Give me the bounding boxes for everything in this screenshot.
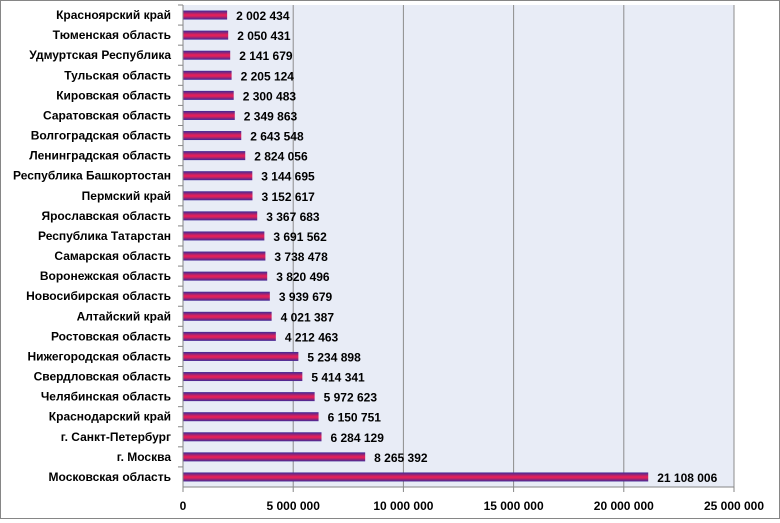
bar [183,432,322,442]
bar [183,331,276,341]
bar [183,50,231,60]
bar [183,30,229,40]
bar [183,311,272,321]
category-label: Тульская область [64,68,171,82]
data-label: 21 108 006 [657,471,717,485]
data-label: 2 349 863 [244,109,298,123]
category-label: Новосибирская область [26,289,171,303]
bar [183,231,265,241]
category-label: г. Санкт-Петербург [61,430,171,444]
bar [183,392,315,402]
bar [183,452,366,462]
data-label: 3 738 478 [274,250,328,264]
data-label: 5 414 341 [311,371,365,385]
data-label: 2 141 679 [239,49,293,63]
category-axis [178,4,184,492]
category-label: Волгоградская область [31,129,171,143]
data-label: 8 265 392 [374,451,428,465]
x-tick-label: 20 000 000 [594,499,654,513]
data-label: 5 972 623 [324,391,378,405]
category-label: Свердловская область [34,370,171,384]
data-label: 4 021 387 [281,310,335,324]
category-label: Тюменская область [53,28,171,42]
bar [183,251,266,261]
category-label: Воронежская область [40,269,171,283]
category-label: Саратовская область [43,108,171,122]
category-label: Нижегородская область [27,349,171,363]
data-label: 3 691 562 [273,230,327,244]
bar [183,271,268,281]
category-label: Самарская область [54,249,171,263]
bar [183,10,228,20]
bar [183,191,253,201]
x-tick-label: 15 000 000 [484,499,544,513]
category-label: Челябинская область [41,390,171,404]
category-label: Пермский край [82,189,171,203]
x-tick-label: 0 [180,499,187,513]
bar [183,412,319,422]
value-labels: 2 002 434 2 050 431 2 141 679 2 205 124 2 30… [236,9,717,485]
bar [183,110,235,120]
x-tick-label: 10 000 000 [373,499,433,513]
value-axis: 0 5 000 000 10 000 000 15 000 000 20 000 000… [180,486,764,513]
bar [183,472,649,482]
category-label: г. Москва [117,450,172,464]
bar [183,211,258,221]
category-label: Ярославская область [41,209,171,223]
category-label: Краснодарский край [49,410,171,424]
data-label: 3 820 496 [276,270,330,284]
plot-area [183,5,734,487]
data-label: 2 002 434 [236,9,290,23]
data-label: 2 643 548 [250,130,304,144]
category-labels: Красноярский край Тюменская область Удмурт… [13,8,171,484]
bar [183,151,246,161]
data-label: 5 234 898 [307,350,361,364]
data-label: 3 152 617 [261,190,315,204]
category-label: Алтайский край [77,309,171,323]
data-label: 4 212 463 [285,330,339,344]
bar [183,372,303,382]
bars [183,10,649,482]
category-label: Кировская область [56,88,171,102]
data-label: 3 144 695 [261,170,315,184]
gridlines [292,5,735,487]
data-label: 2 824 056 [254,150,308,164]
bar [183,351,299,361]
data-label: 2 300 483 [243,89,297,103]
x-tick-label: 5 000 000 [267,499,321,513]
category-label: Ростовская область [51,329,171,343]
category-label: Удмуртская Республика [29,48,171,62]
data-label: 6 284 129 [331,431,385,445]
data-label: 3 367 683 [266,210,320,224]
bar [183,90,234,100]
category-label: Республика Татарстан [38,229,171,243]
bar [183,171,253,181]
x-tick-label: 25 000 000 [704,499,764,513]
category-label: Ленинградская область [29,149,171,163]
data-label: 3 939 679 [279,290,333,304]
category-label: Красноярский край [56,8,171,22]
category-label: Республика Башкортостан [13,169,171,183]
bar [183,291,270,301]
data-label: 2 205 124 [241,69,295,83]
bar [183,70,232,80]
category-label: Московская область [49,470,171,484]
data-label: 2 050 431 [237,29,291,43]
data-label: 6 150 751 [328,411,382,425]
bar [183,131,242,141]
